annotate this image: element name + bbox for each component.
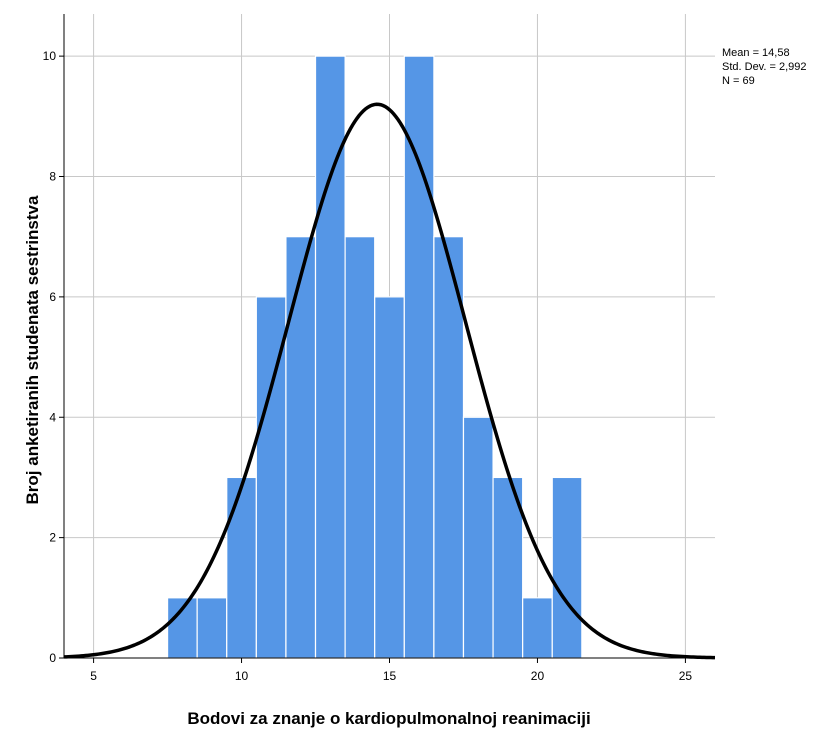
stats-box: Mean = 14,58 Std. Dev. = 2,992 N = 69 [722, 47, 807, 87]
y-tick-label: 10 [43, 49, 57, 63]
histogram-bar [551, 476, 583, 659]
histogram-bar [522, 597, 553, 659]
stats-mean: Mean = 14,58 [722, 47, 790, 59]
x-tick-label: 15 [383, 669, 397, 683]
histogram-bar [344, 236, 376, 659]
x-tick-label: 5 [90, 669, 97, 683]
histogram-bar [403, 55, 435, 659]
histogram-bars [166, 55, 583, 659]
histogram-bar [462, 416, 494, 659]
histogram-bar [374, 296, 405, 659]
x-tick-label: 10 [235, 669, 249, 683]
normal-distribution-curve [63, 102, 716, 660]
y-tick-label: 0 [49, 651, 56, 665]
stats-n: N = 69 [722, 75, 755, 87]
histogram-bar [433, 236, 465, 659]
y-tick-label: 6 [49, 290, 56, 304]
grid-lines [64, 14, 715, 658]
x-axis-ticks: 5 10 15 20 25 [90, 658, 692, 683]
x-tick-label: 25 [679, 669, 693, 683]
x-axis-title: Bodovi za znanje o kardiopulmonalnoj rea… [187, 709, 590, 728]
histogram-bar [226, 476, 257, 659]
y-tick-label: 2 [49, 531, 56, 545]
histogram-bar [196, 597, 228, 659]
histogram-bar [492, 476, 524, 659]
stats-std-dev: Std. Dev. = 2,992 [722, 61, 807, 73]
x-tick-label: 20 [531, 669, 545, 683]
y-tick-label: 8 [49, 170, 56, 184]
y-axis-title: Broj anketiranih studenata sestrinstva [23, 195, 42, 504]
histogram-bar [285, 236, 317, 659]
y-axis-ticks: 0 2 4 6 8 10 [43, 49, 64, 665]
y-tick-label: 4 [49, 410, 56, 424]
